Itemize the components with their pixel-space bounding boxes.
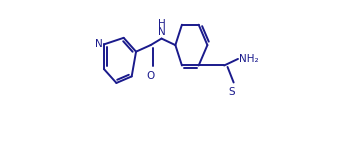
- Text: S: S: [229, 87, 236, 97]
- Text: N: N: [95, 39, 103, 49]
- Text: H: H: [158, 19, 166, 29]
- Text: N: N: [158, 27, 166, 37]
- Text: O: O: [146, 71, 155, 81]
- Text: NH₂: NH₂: [239, 54, 259, 64]
